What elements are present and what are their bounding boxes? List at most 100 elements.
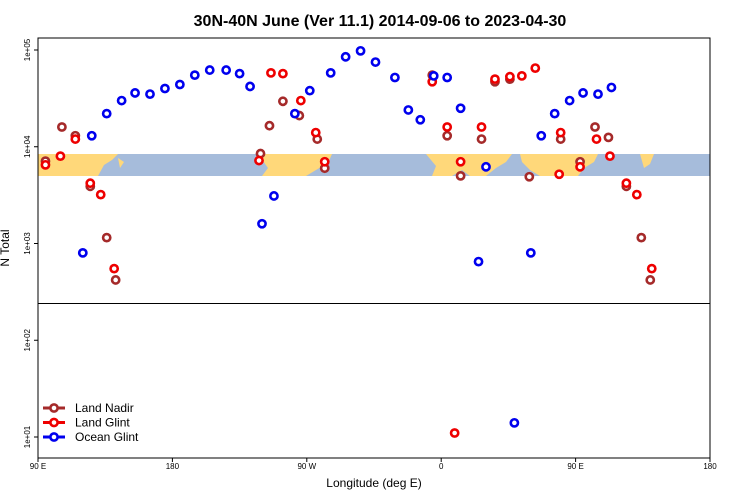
data-point [189, 70, 200, 81]
data-point [590, 122, 600, 132]
data-point [289, 108, 300, 119]
data-point [174, 79, 185, 90]
data-point [455, 156, 466, 167]
data-point [319, 156, 330, 167]
y-tick-label: 1e+01 [23, 425, 32, 448]
data-point [403, 105, 414, 115]
data-point [428, 70, 439, 81]
x-tick-label: 180 [166, 462, 180, 471]
data-point [245, 81, 255, 92]
data-point [101, 108, 112, 119]
legend-label: Land Glint [75, 416, 130, 430]
data-point [130, 88, 140, 98]
data-point [442, 122, 453, 132]
data-point [109, 263, 120, 274]
data-point [85, 178, 96, 189]
data-point [55, 151, 66, 162]
data-point [221, 65, 232, 75]
data-point [77, 247, 88, 258]
plot-frame [37, 37, 711, 459]
data-point [591, 134, 602, 144]
legend-swatch-marker [49, 432, 59, 442]
data-point [646, 263, 657, 274]
data-point [525, 247, 536, 258]
data-point [278, 96, 288, 107]
series-ocean-glint [77, 45, 617, 428]
data-point [524, 171, 535, 182]
data-point [578, 88, 588, 98]
legend-label: Land Nadir [75, 401, 134, 415]
data-point [442, 130, 453, 141]
data-point [504, 71, 515, 82]
data-point [473, 256, 484, 267]
data-point [204, 65, 215, 75]
data-point [116, 95, 127, 106]
y-tick-label: 1e+03 [23, 232, 32, 255]
data-point [476, 134, 487, 144]
data-point [530, 63, 541, 74]
data-point [455, 103, 466, 114]
data-point [264, 120, 275, 131]
x-tick-label: 0 [439, 462, 444, 471]
data-point [549, 108, 560, 119]
x-axis-label: Longitude (deg E) [326, 476, 421, 490]
x-tick-label: 90 E [567, 462, 583, 471]
x-tick-label: 180 [703, 462, 717, 471]
data-point [86, 130, 97, 141]
data-point [160, 83, 170, 94]
axis-ticks: 90 E 180 90 W 0 90 E 180 1e+01 1e+02 1e+03 1e+04 1… [23, 38, 717, 471]
data-point [40, 159, 51, 170]
data-point [390, 72, 400, 83]
data-point [481, 161, 491, 172]
data-point [254, 155, 264, 166]
data-point [621, 178, 632, 189]
data-point [325, 67, 336, 78]
data-point [304, 85, 315, 96]
x-tick-label: 90 E [30, 462, 46, 471]
data-point [509, 417, 520, 428]
legend-swatch-marker [49, 417, 59, 428]
data-point [606, 82, 617, 93]
data-point [310, 127, 321, 138]
data-point [101, 232, 112, 243]
data-point [340, 51, 351, 62]
data-point [564, 95, 575, 106]
x-tick-label: 90 W [297, 462, 316, 471]
data-point [455, 170, 466, 181]
data-point [355, 45, 366, 56]
data-point [56, 122, 67, 132]
data-point [631, 189, 642, 200]
data-point [490, 74, 500, 85]
data-point [476, 122, 487, 132]
data-point [145, 89, 155, 100]
series-land-glint [40, 63, 657, 438]
y-tick-label: 1e+05 [23, 38, 32, 61]
data-point [554, 169, 565, 180]
data-point [415, 114, 426, 125]
data-point [95, 189, 106, 200]
data-point [110, 275, 121, 285]
y-tick-label: 1e+02 [23, 328, 32, 351]
data-point [603, 132, 614, 143]
chart-title: 30N-40N June (Ver 11.1) 2014-09-06 to 20… [194, 13, 567, 30]
data-point [593, 89, 603, 100]
data-point [70, 134, 81, 144]
data-point [645, 275, 656, 285]
data-point [449, 428, 460, 438]
data-point [575, 161, 585, 172]
data-point [278, 68, 288, 79]
data-point [536, 130, 547, 141]
data-point [295, 95, 306, 106]
data-point [555, 127, 566, 138]
data-points [40, 45, 657, 438]
legend-swatch-marker [49, 403, 59, 413]
data-point [234, 68, 245, 79]
y-axis-label: N Total [0, 229, 12, 266]
legend-label: Ocean Glint [75, 430, 139, 444]
data-point [516, 70, 527, 81]
data-point [257, 218, 267, 229]
y-tick-label: 1e+04 [23, 135, 32, 158]
data-point [636, 232, 647, 243]
